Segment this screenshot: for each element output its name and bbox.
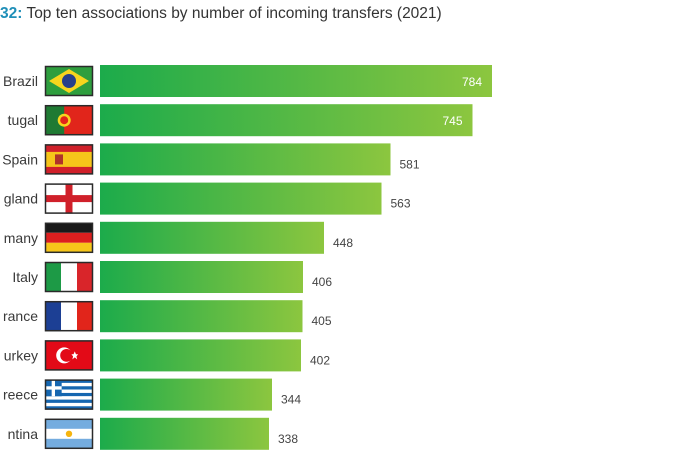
bar <box>100 182 382 215</box>
data-label: 344 <box>281 393 301 407</box>
greece-flag-icon <box>44 379 94 410</box>
turkey-flag-icon <box>44 340 94 371</box>
data-label: 402 <box>310 353 330 367</box>
category-label: tugal <box>8 112 38 128</box>
argentina-flag-icon <box>44 418 94 450</box>
england-flag-icon <box>44 183 94 214</box>
bar <box>100 261 303 293</box>
category-label: Spain <box>2 151 38 167</box>
chart-row: many 448 <box>4 221 353 254</box>
data-label: 784 <box>462 75 482 89</box>
bar <box>100 300 303 333</box>
chart-title: 32: Top ten associations by number of in… <box>0 5 442 23</box>
chart-row: tugal 745 <box>8 104 473 137</box>
data-label: 581 <box>400 157 420 171</box>
category-label: Brazil <box>3 73 38 89</box>
bar <box>100 104 473 137</box>
chart-title-text: Top ten associations by number of incomi… <box>26 5 442 22</box>
data-label: 563 <box>391 197 411 211</box>
bar <box>100 65 492 97</box>
brazil-flag-icon <box>44 65 94 97</box>
data-label: 448 <box>333 236 353 250</box>
data-label: 338 <box>278 432 298 446</box>
category-label: many <box>4 230 38 246</box>
category-label: Italy <box>12 269 38 285</box>
bar <box>100 339 301 372</box>
bar <box>100 378 272 411</box>
germany-flag-icon <box>44 222 94 254</box>
france-flag-icon <box>44 300 94 332</box>
data-label: 745 <box>442 114 462 128</box>
chart-row: reece 344 <box>3 378 301 411</box>
chart-row: gland 563 <box>4 182 411 215</box>
spain-flag-icon <box>44 144 94 175</box>
category-label: urkey <box>4 347 38 363</box>
chart-row: Italy 406 <box>12 261 332 293</box>
chart-row: ntina 338 <box>8 417 298 450</box>
category-label: ntina <box>8 426 39 442</box>
bar <box>100 417 269 450</box>
data-label: 406 <box>312 275 332 289</box>
italy-flag-icon <box>44 261 94 293</box>
chart-row: Brazil 784 <box>3 65 492 97</box>
chart-row: urkey 402 <box>4 339 330 372</box>
category-label: rance <box>3 308 38 324</box>
data-label: 405 <box>312 314 332 328</box>
figure-number: 32: <box>0 5 23 22</box>
category-label: reece <box>3 387 38 403</box>
chart-row: rance 405 <box>3 300 332 333</box>
portugal-flag-icon <box>44 104 94 136</box>
bar <box>100 221 324 254</box>
bar <box>100 143 391 176</box>
category-label: gland <box>4 191 38 207</box>
chart-row: Spain 581 <box>2 143 420 176</box>
